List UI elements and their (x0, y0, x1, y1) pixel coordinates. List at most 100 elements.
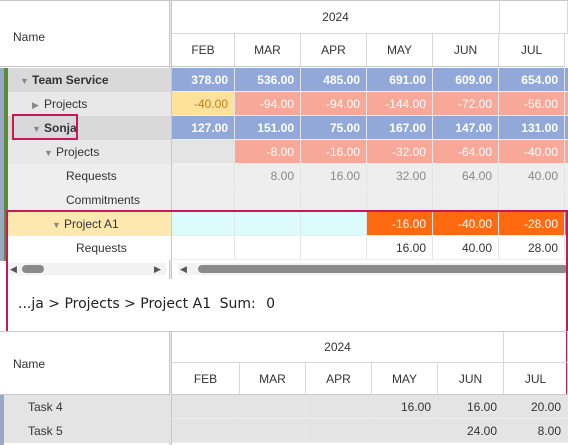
value-cell[interactable] (433, 188, 499, 212)
scroll-left-icon-right-pane[interactable]: ◀ (180, 264, 187, 274)
detail-month-header[interactable]: JUL (504, 363, 568, 395)
right-scrollbar[interactable]: ◀ (178, 263, 568, 275)
row-name-cell[interactable]: ▼ Sonja (0, 116, 172, 140)
value-cell[interactable]: 64.00 (433, 164, 499, 188)
name-column-header[interactable]: Name (0, 1, 172, 67)
value-cell[interactable]: 691.00 (367, 68, 433, 92)
row-name-cell[interactable]: ▶ Projects (0, 92, 172, 116)
detail-month-header[interactable]: MAY (372, 363, 438, 395)
value-cell[interactable]: -40.00 (433, 212, 499, 236)
value-cell[interactable]: 609.00 (433, 68, 499, 92)
detail-value-cell[interactable]: 24.00 (438, 419, 504, 443)
grid-row[interactable]: Commitments (0, 188, 568, 212)
row-name-cell[interactable]: ▼ Projects (0, 140, 172, 164)
left-scroll-thumb[interactable] (22, 265, 44, 273)
value-cell[interactable]: 654.00 (499, 68, 565, 92)
value-cell[interactable]: 147.00 (433, 116, 499, 140)
detail-pane-splitter[interactable] (169, 332, 172, 445)
detail-value-cell[interactable]: 8.00 (504, 419, 568, 443)
value-cell[interactable] (172, 212, 235, 236)
value-cell[interactable] (235, 212, 301, 236)
grid-row[interactable]: ▼ Team Service 378.00 536.00 485.00 691.00 609… (0, 68, 568, 92)
value-cell[interactable]: -28.00 (499, 212, 565, 236)
detail-month-header[interactable]: APR (306, 363, 372, 395)
value-cell[interactable]: -8.00 (235, 140, 301, 164)
detail-value-cell[interactable]: 20.00 (504, 395, 568, 419)
detail-value-cell[interactable] (306, 419, 372, 443)
row-name-cell[interactable]: ▼ Team Service (0, 68, 172, 92)
row-name-cell[interactable]: Requests (0, 164, 172, 188)
detail-value-cell[interactable]: 16.00 (438, 395, 504, 419)
value-cell[interactable]: -40.00 (172, 92, 235, 116)
value-cell[interactable]: -94.00 (301, 92, 367, 116)
value-cell[interactable]: -144.00 (367, 92, 433, 116)
collapse-icon[interactable]: ▼ (32, 124, 41, 134)
value-cell[interactable]: 16.00 (367, 236, 433, 260)
grid-row[interactable]: ▼ Project A1 -16.00 -40.00 -28.00 (0, 212, 568, 236)
month-header[interactable]: MAR (235, 34, 301, 67)
breadcrumb-path[interactable]: ...ja > Projects > Project A1 (18, 296, 212, 312)
month-header[interactable]: MAY (367, 34, 433, 67)
value-cell[interactable]: 536.00 (235, 68, 301, 92)
detail-month-header[interactable]: MAR (240, 363, 306, 395)
value-cell[interactable]: 127.00 (172, 116, 235, 140)
right-scroll-thumb[interactable] (198, 265, 568, 273)
value-cell[interactable] (499, 188, 565, 212)
value-cell[interactable]: 151.00 (235, 116, 301, 140)
collapse-icon[interactable]: ▼ (44, 148, 53, 158)
detail-value-cell[interactable] (306, 395, 372, 419)
value-cell[interactable] (235, 188, 301, 212)
value-cell[interactable]: 32.00 (367, 164, 433, 188)
grid-row[interactable]: ▼ Projects -8.00 -16.00 -32.00 -64.00 -40.00 (0, 140, 568, 164)
value-cell[interactable]: -56.00 (499, 92, 565, 116)
detail-value-cell[interactable] (240, 419, 306, 443)
detail-row[interactable]: Task 4 16.00 16.00 20.00 (0, 395, 568, 419)
left-scrollbar[interactable]: ◀ ▶ (8, 263, 166, 275)
grid-row[interactable]: Requests 16.00 40.00 28.00 (0, 236, 568, 260)
expand-icon[interactable]: ▶ (32, 100, 39, 110)
row-name-cell[interactable]: ▼ Project A1 (0, 212, 172, 236)
collapse-icon[interactable]: ▼ (52, 220, 61, 230)
detail-month-header[interactable]: FEB (172, 363, 240, 395)
grid-row[interactable]: Requests 8.00 16.00 32.00 64.00 40.00 (0, 164, 568, 188)
detail-value-cell[interactable] (172, 419, 240, 443)
value-cell[interactable]: -16.00 (301, 140, 367, 164)
value-cell[interactable]: -16.00 (367, 212, 433, 236)
value-cell[interactable] (172, 236, 235, 260)
month-header[interactable]: FEB (172, 34, 235, 67)
value-cell[interactable] (301, 236, 367, 260)
detail-value-cell[interactable] (172, 395, 240, 419)
value-cell[interactable] (301, 212, 367, 236)
scroll-left-icon[interactable]: ◀ (10, 264, 17, 274)
detail-value-cell[interactable] (240, 395, 306, 419)
value-cell[interactable]: 28.00 (499, 236, 565, 260)
value-cell[interactable]: 40.00 (433, 236, 499, 260)
value-cell[interactable] (172, 188, 235, 212)
detail-row-name[interactable]: Task 5 (0, 419, 172, 443)
row-name-cell[interactable]: Commitments (0, 188, 172, 212)
value-cell[interactable]: -32.00 (367, 140, 433, 164)
month-header[interactable]: JUL (499, 34, 565, 67)
value-cell[interactable] (172, 164, 235, 188)
value-cell[interactable]: -40.00 (499, 140, 565, 164)
value-cell[interactable]: 485.00 (301, 68, 367, 92)
detail-value-cell[interactable]: 16.00 (372, 395, 438, 419)
value-cell[interactable]: 40.00 (499, 164, 565, 188)
value-cell[interactable]: 75.00 (301, 116, 367, 140)
scroll-right-icon[interactable]: ▶ (154, 264, 161, 274)
month-header[interactable]: JUN (433, 34, 499, 67)
value-cell[interactable]: 167.00 (367, 116, 433, 140)
detail-name-header[interactable]: Name (0, 332, 172, 395)
value-cell[interactable]: 378.00 (172, 68, 235, 92)
value-cell[interactable] (172, 140, 235, 164)
detail-row[interactable]: Task 5 24.00 8.00 (0, 419, 568, 443)
row-name-cell[interactable]: Requests (0, 236, 172, 260)
value-cell[interactable]: -94.00 (235, 92, 301, 116)
grid-row[interactable]: ▼ Sonja 127.00 151.00 75.00 167.00 147.00 131.0… (0, 116, 568, 140)
value-cell[interactable]: 131.00 (499, 116, 565, 140)
month-header[interactable]: APR (301, 34, 367, 67)
value-cell[interactable] (367, 188, 433, 212)
value-cell[interactable] (301, 188, 367, 212)
detail-row-name[interactable]: Task 4 (0, 395, 172, 419)
value-cell[interactable]: -64.00 (433, 140, 499, 164)
